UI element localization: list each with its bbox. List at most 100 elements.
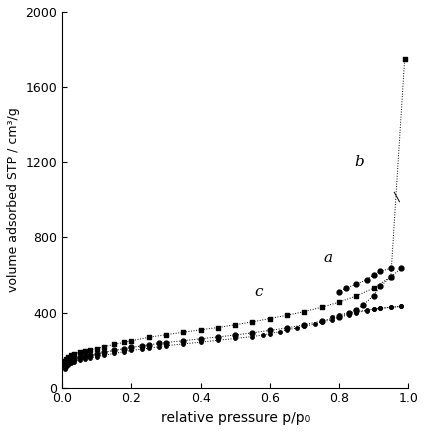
Point — [259, 332, 266, 339]
Point — [71, 350, 78, 357]
Point — [363, 307, 370, 314]
Point — [353, 281, 360, 288]
Point — [266, 327, 273, 334]
Point — [388, 304, 394, 311]
Point — [336, 314, 343, 321]
Point — [63, 355, 70, 362]
Point — [249, 333, 256, 340]
Point — [197, 326, 204, 333]
Point — [62, 365, 68, 372]
Point — [156, 340, 162, 347]
Point — [180, 340, 187, 347]
Point — [283, 324, 290, 331]
Point — [68, 360, 74, 367]
Point — [353, 292, 360, 299]
Point — [68, 352, 74, 359]
Point — [318, 318, 325, 324]
Point — [301, 308, 308, 315]
Point — [363, 276, 370, 283]
Point — [232, 321, 238, 328]
Point — [336, 311, 343, 318]
Text: a: a — [323, 251, 332, 265]
Point — [81, 348, 88, 355]
Point — [111, 347, 118, 354]
Point — [87, 352, 94, 359]
Point — [301, 323, 308, 330]
Point — [388, 265, 394, 272]
Point — [180, 329, 187, 336]
Point — [377, 305, 384, 312]
Point — [63, 360, 70, 367]
Y-axis label: volume adsorbed STP / cm³/g: volume adsorbed STP / cm³/g — [7, 108, 20, 292]
Point — [232, 335, 238, 342]
Point — [71, 355, 78, 362]
Point — [81, 356, 88, 362]
Point — [318, 318, 325, 325]
Text: b: b — [354, 155, 364, 169]
Point — [336, 299, 343, 305]
X-axis label: relative pressure p/p₀: relative pressure p/p₀ — [161, 411, 310, 425]
Point — [370, 285, 377, 292]
Point — [401, 55, 408, 62]
Point — [215, 337, 221, 344]
Point — [377, 268, 384, 275]
Point — [81, 353, 88, 359]
Point — [370, 306, 377, 313]
Point — [318, 304, 325, 311]
Point — [377, 283, 384, 290]
Point — [163, 331, 170, 338]
Point — [65, 358, 72, 365]
Point — [65, 353, 72, 360]
Point — [121, 348, 128, 355]
Point — [180, 337, 187, 344]
Point — [249, 318, 256, 325]
Point — [111, 350, 118, 357]
Point — [71, 358, 78, 365]
Point — [65, 361, 72, 368]
Point — [312, 321, 318, 327]
Point — [398, 303, 405, 310]
Point — [100, 343, 107, 350]
Point — [232, 332, 238, 339]
Point — [336, 289, 343, 295]
Point — [128, 337, 135, 344]
Point — [145, 341, 152, 348]
Point — [76, 354, 83, 361]
Point — [398, 303, 405, 310]
Point — [353, 308, 360, 315]
Point — [156, 343, 162, 350]
Point — [283, 326, 290, 333]
Point — [100, 349, 107, 356]
Point — [94, 350, 100, 357]
Point — [370, 271, 377, 278]
Point — [283, 312, 290, 319]
Point — [76, 357, 83, 364]
Point — [353, 309, 360, 316]
Point — [346, 311, 353, 318]
Point — [388, 273, 394, 280]
Point — [94, 345, 100, 352]
Point — [197, 335, 204, 342]
Point — [121, 345, 128, 352]
Point — [197, 339, 204, 346]
Text: c: c — [254, 285, 263, 299]
Point — [398, 265, 405, 272]
Point — [76, 349, 83, 356]
Point — [145, 334, 152, 341]
Point — [266, 315, 273, 322]
Point — [266, 330, 273, 337]
Point — [377, 305, 384, 312]
Point — [139, 343, 145, 349]
Point — [360, 302, 366, 308]
Point — [301, 321, 308, 328]
Point — [87, 346, 94, 353]
Point — [128, 347, 135, 354]
Point — [163, 342, 170, 349]
Point — [62, 362, 68, 369]
Point — [249, 329, 256, 336]
Point — [277, 328, 283, 335]
Point — [294, 324, 301, 331]
Point — [215, 324, 221, 331]
Point — [94, 353, 100, 360]
Point — [346, 309, 353, 316]
